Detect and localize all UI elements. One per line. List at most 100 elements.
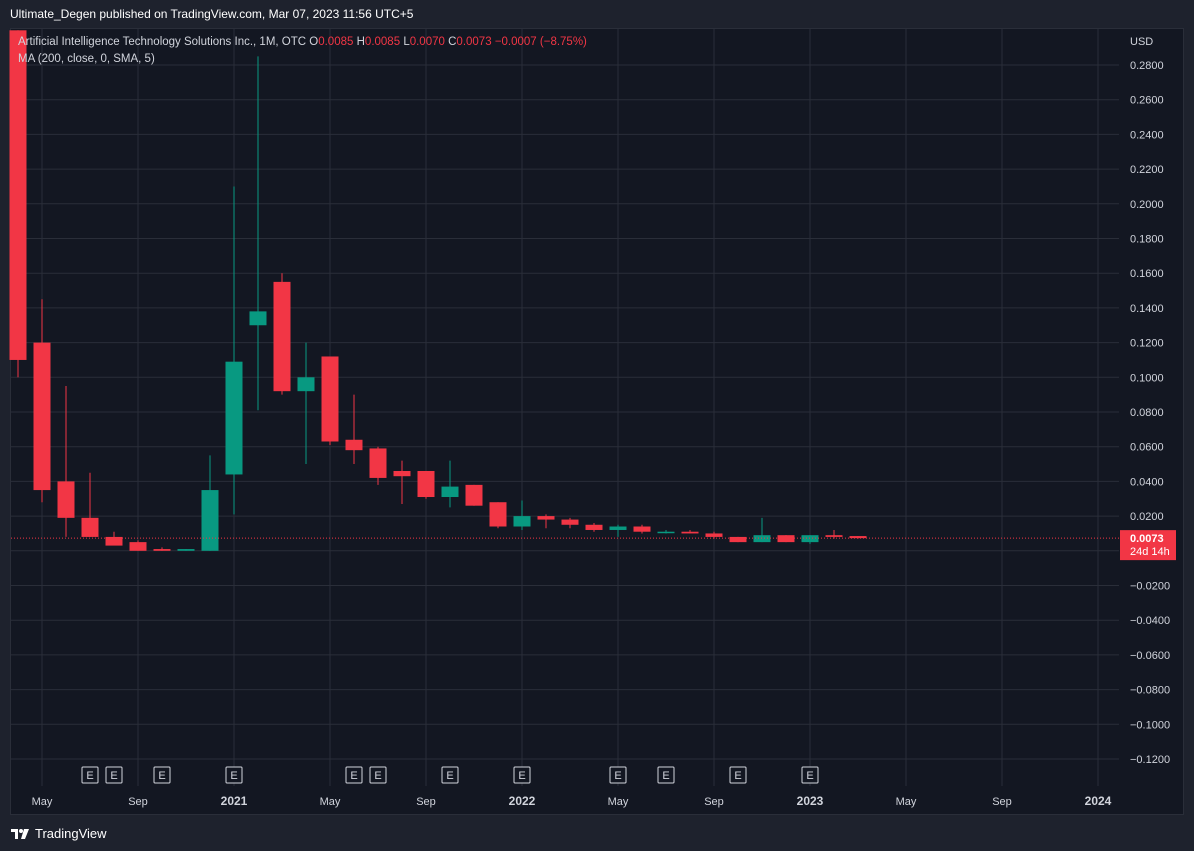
candle-body xyxy=(9,30,27,360)
candle[interactable] xyxy=(705,531,723,539)
candle-body xyxy=(753,535,771,543)
x-tick-label: 2021 xyxy=(221,794,248,808)
earnings-marker-label: E xyxy=(734,770,741,782)
earnings-marker[interactable]: E xyxy=(513,766,531,784)
legend-symbol[interactable]: Artificial Intelligence Technology Solut… xyxy=(18,36,307,48)
earnings-marker[interactable]: E xyxy=(657,766,675,784)
earnings-marker[interactable]: E xyxy=(81,766,99,784)
legend-high-value: 0.0085 xyxy=(364,36,401,48)
x-tick-label: 2022 xyxy=(509,794,536,808)
candle[interactable] xyxy=(153,547,171,551)
candle-body xyxy=(345,439,363,451)
earnings-marker[interactable]: E xyxy=(345,766,363,784)
price-axis: 0.2800 0.2600 0.2400 0.2200 0.2000 0.1800 0.16… xyxy=(1130,60,1170,766)
earnings-marker-label: E xyxy=(374,770,381,782)
chart-legend: Artificial Intelligence Technology Solut… xyxy=(18,34,587,68)
earnings-marker-box xyxy=(225,766,243,784)
candle[interactable] xyxy=(81,472,99,537)
legend-close-value: 0.0073 xyxy=(456,36,492,48)
legend-row-ma[interactable]: MA (200, close, 0, SMA, 5) xyxy=(18,51,587,68)
candle[interactable] xyxy=(465,484,483,506)
time-axis: May Sep 2021 May Sep 2022 May Sep 2023 May Sep 2024 xyxy=(32,794,1112,808)
candle[interactable] xyxy=(201,455,219,551)
footer-brand[interactable]: TradingView xyxy=(10,823,107,845)
earnings-marker-box xyxy=(729,766,747,784)
earnings-marker[interactable]: E xyxy=(105,766,123,784)
candle[interactable] xyxy=(561,517,579,529)
earnings-marker[interactable]: E xyxy=(801,766,819,784)
candle[interactable] xyxy=(825,529,843,539)
y-tick-label: 0.0400 xyxy=(1130,476,1164,488)
earnings-marker-box xyxy=(369,766,387,784)
candle[interactable] xyxy=(609,524,627,537)
candle-body xyxy=(369,448,387,478)
candle[interactable] xyxy=(177,549,195,551)
candle[interactable] xyxy=(441,460,459,508)
candle[interactable] xyxy=(393,460,411,504)
candle[interactable] xyxy=(777,535,795,543)
candle[interactable] xyxy=(489,502,507,529)
footer-brand-label: TradingView xyxy=(35,826,107,841)
candle[interactable] xyxy=(417,470,435,499)
candle-body xyxy=(201,490,219,551)
candle[interactable] xyxy=(273,273,291,395)
candle-body xyxy=(417,470,435,498)
y-tick-label: 0.1600 xyxy=(1130,268,1164,280)
legend-row-symbol: Artificial Intelligence Technology Solut… xyxy=(18,34,587,51)
candle-body xyxy=(225,361,243,475)
candle-body xyxy=(633,526,651,532)
candle[interactable] xyxy=(9,30,27,378)
candle[interactable] xyxy=(585,523,603,532)
candle[interactable] xyxy=(321,356,339,445)
legend-ma[interactable]: MA (200, close, 0, SMA, 5) xyxy=(18,53,155,65)
y-tick-label: 0.1400 xyxy=(1130,303,1164,315)
candle[interactable] xyxy=(681,529,699,534)
candle[interactable] xyxy=(297,342,315,465)
legend-close-label: C xyxy=(448,36,457,48)
candle[interactable] xyxy=(633,524,651,534)
candle[interactable] xyxy=(129,540,147,551)
candle-body xyxy=(513,516,531,527)
candle[interactable] xyxy=(249,56,267,411)
candle-body xyxy=(249,311,267,326)
candle-body xyxy=(177,549,195,551)
candle[interactable] xyxy=(513,500,531,530)
candle[interactable] xyxy=(33,299,51,503)
countdown-label: 24d 14h xyxy=(1130,546,1170,558)
y-tick-label: −0.1000 xyxy=(1130,719,1170,731)
x-tick-label: May xyxy=(608,796,629,808)
candle[interactable] xyxy=(105,531,123,546)
x-tick-label: Sep xyxy=(704,796,724,808)
x-tick-label: Sep xyxy=(992,796,1012,808)
earnings-marker[interactable]: E xyxy=(441,766,459,784)
legend-low-value: 0.0070 xyxy=(409,36,445,48)
candle[interactable] xyxy=(657,529,675,534)
candle-body xyxy=(729,536,747,543)
candle[interactable] xyxy=(57,385,75,537)
y-tick-label: −0.1200 xyxy=(1130,754,1170,766)
y-tick-label: 0.2200 xyxy=(1130,164,1164,176)
earnings-marker[interactable]: E xyxy=(609,766,627,784)
earnings-marker[interactable]: E xyxy=(729,766,747,784)
y-tick-label: −0.0200 xyxy=(1130,581,1170,593)
legend-high-label: H xyxy=(356,36,365,48)
candle[interactable] xyxy=(801,535,819,544)
candle-body xyxy=(561,519,579,525)
candle[interactable] xyxy=(369,446,387,485)
candle[interactable] xyxy=(345,394,363,465)
candle[interactable] xyxy=(225,186,243,515)
y-tick-label: 0.1200 xyxy=(1130,338,1164,350)
candle-body xyxy=(393,470,411,477)
candles xyxy=(9,30,867,551)
earnings-marker[interactable]: E xyxy=(369,766,387,784)
candle-body xyxy=(105,536,123,546)
earnings-marker[interactable]: E xyxy=(153,766,171,784)
candle[interactable] xyxy=(537,514,555,529)
earnings-marker-label: E xyxy=(230,770,237,782)
candle-body xyxy=(585,524,603,530)
chart-pane[interactable] xyxy=(10,28,1184,815)
earnings-marker-label: E xyxy=(518,770,525,782)
earnings-marker[interactable]: E xyxy=(225,766,243,784)
y-tick-label: −0.0400 xyxy=(1130,615,1170,627)
